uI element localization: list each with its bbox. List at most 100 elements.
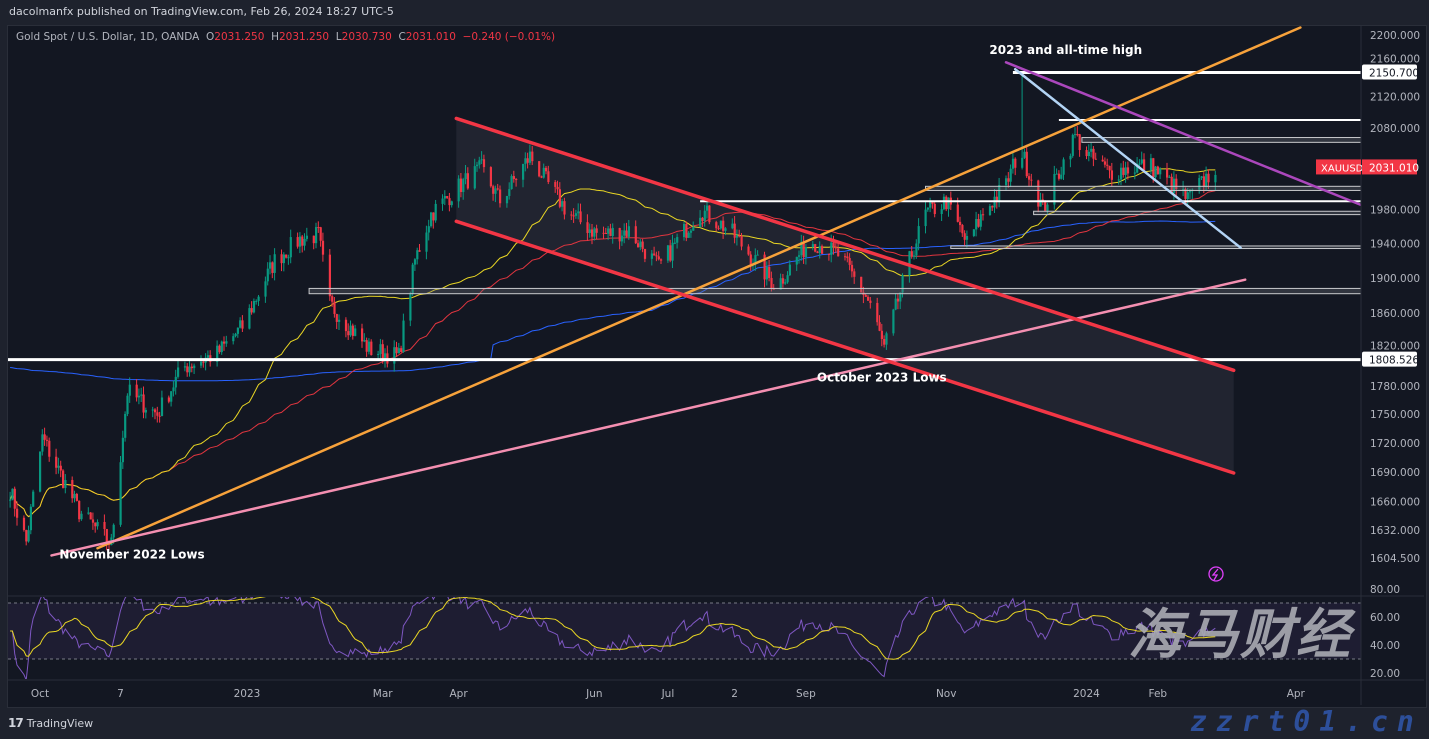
candle <box>1057 170 1061 181</box>
candle <box>1103 157 1107 168</box>
candle-body <box>489 167 492 187</box>
price-tick-label: 1720.000 <box>1370 438 1420 450</box>
candle <box>287 254 290 265</box>
candle-body <box>1133 172 1136 174</box>
candle-body <box>220 341 223 353</box>
rsi-tick-label: 40.00 <box>1370 640 1400 652</box>
candle <box>27 525 30 543</box>
candle-body <box>685 223 688 238</box>
candle-body <box>287 257 290 259</box>
candle <box>556 180 559 195</box>
candle <box>22 515 26 532</box>
candle-body <box>1186 192 1189 199</box>
candle-body <box>151 409 154 411</box>
candle-body <box>531 151 534 162</box>
candle-body <box>202 361 205 363</box>
candle <box>1046 202 1049 215</box>
candle-body <box>45 439 49 441</box>
chart-panel[interactable] <box>7 25 1427 708</box>
candle <box>827 253 831 261</box>
candle-body <box>641 241 644 249</box>
candle <box>961 223 964 237</box>
candle-body <box>1092 148 1095 159</box>
candle <box>876 297 879 326</box>
candle-body <box>1184 188 1187 199</box>
candle-body <box>499 189 502 204</box>
candle-body <box>1071 134 1074 156</box>
candle-body <box>574 213 578 216</box>
candle-body <box>926 207 929 210</box>
main-pane: 2023 and all-time high October 2023 Lows N… <box>8 26 1361 562</box>
candle-body <box>1101 159 1104 162</box>
candle-body <box>1023 151 1026 158</box>
candle-body <box>367 341 371 352</box>
rsi-tick-label: 60.00 <box>1370 612 1400 624</box>
candle-body <box>942 196 946 210</box>
candle-body <box>1166 168 1169 178</box>
price-tick-label: 1660.000 <box>1370 497 1420 509</box>
candle <box>301 234 304 253</box>
candle <box>899 292 902 310</box>
candle <box>995 189 998 209</box>
candle <box>611 223 614 244</box>
tradingview-logo[interactable]: 17 TradingView <box>8 716 93 730</box>
candle-body <box>528 151 532 163</box>
candle <box>1154 166 1157 182</box>
symbol-legend: Gold Spot / U.S. Dollar, 1D, OANDA O2031… <box>16 31 555 43</box>
candle-body <box>586 222 589 233</box>
price-tick-label: 1690.000 <box>1370 467 1420 479</box>
candle <box>512 170 515 183</box>
candle-body <box>719 220 722 229</box>
candle-body <box>660 259 663 261</box>
candle-body <box>395 347 398 354</box>
candle-body <box>496 188 499 190</box>
candle-body <box>411 264 414 294</box>
candle-body <box>75 493 78 501</box>
candle-body <box>637 243 640 248</box>
candle <box>174 369 177 395</box>
candle <box>96 519 99 530</box>
level-price-label: 2150.700 <box>1369 68 1419 80</box>
candle <box>427 219 430 241</box>
candle <box>393 340 396 372</box>
candle <box>370 339 373 356</box>
candle-body <box>289 237 292 258</box>
low-label: L <box>335 31 342 43</box>
candle <box>653 246 656 256</box>
candle-body <box>692 226 695 231</box>
symbol-name: Gold Spot / U.S. Dollar, 1D, OANDA <box>16 31 200 43</box>
candle <box>1156 165 1159 175</box>
candle <box>896 293 900 310</box>
candle <box>531 145 534 166</box>
candle <box>625 222 628 238</box>
rsi-line <box>10 597 1216 679</box>
candle-body <box>542 167 545 178</box>
candle <box>715 220 718 232</box>
candle-body <box>625 230 628 237</box>
candle-body <box>763 254 766 280</box>
candle-body <box>1200 176 1203 179</box>
candle <box>844 253 847 261</box>
annotation-label: November 2022 Lows <box>59 548 204 562</box>
candle-body <box>71 480 74 499</box>
candle <box>305 227 308 242</box>
candle-body <box>317 227 320 229</box>
candle-body <box>381 344 384 361</box>
candle-body <box>285 254 288 258</box>
candle-body <box>273 254 276 273</box>
candle <box>1168 175 1171 179</box>
sma-200-line <box>10 220 1216 382</box>
candle-body <box>140 394 143 396</box>
candle-body <box>671 242 674 261</box>
candle-body <box>333 301 336 314</box>
candle <box>1062 157 1065 181</box>
candle <box>473 158 476 190</box>
candle-body <box>1136 164 1139 173</box>
candle <box>499 185 502 208</box>
candle-body <box>738 235 741 237</box>
candle <box>526 152 529 169</box>
candle <box>80 510 83 521</box>
candle-body <box>248 308 251 329</box>
candle-body <box>223 341 226 344</box>
